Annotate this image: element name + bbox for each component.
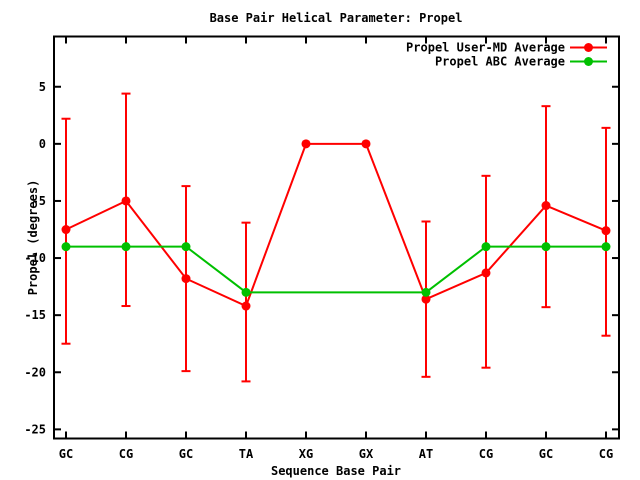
series-line xyxy=(65,142,607,308)
x-tick-label: GC xyxy=(59,447,73,461)
legend-marker xyxy=(584,57,593,66)
data-point xyxy=(121,196,131,206)
legend-entry: Propel User-MD Average xyxy=(406,41,607,55)
data-point xyxy=(241,287,251,297)
x-tick-label: GC xyxy=(179,447,193,461)
data-point xyxy=(181,274,191,284)
axis-ticks: GC CG GC TA XG GX AT CG GC CG 5 0 -5 -10 -15 -20 -25 xyxy=(24,36,619,461)
y-tick-label: -25 xyxy=(24,422,46,436)
x-tick-label: CG xyxy=(479,447,493,461)
series-propel-abc-average xyxy=(61,242,611,297)
data-point xyxy=(61,242,71,252)
x-tick-label: GX xyxy=(359,447,374,461)
data-point xyxy=(541,242,551,252)
x-tick-label: TA xyxy=(239,447,254,461)
x-tick-label: CG xyxy=(599,447,613,461)
x-tick-label: CG xyxy=(119,447,133,461)
x-tick-label: XG xyxy=(299,447,313,461)
legend-label: Propel User-MD Average xyxy=(406,41,565,55)
legend-entry: Propel ABC Average xyxy=(435,55,607,69)
data-point xyxy=(481,242,491,252)
y-tick-label: 0 xyxy=(39,137,46,151)
data-point xyxy=(541,201,551,211)
plot-border xyxy=(53,35,620,440)
data-point xyxy=(421,294,431,304)
x-tick-label: AT xyxy=(419,447,433,461)
chart-title: Base Pair Helical Parameter: Propel xyxy=(210,11,463,25)
data-point xyxy=(601,242,611,252)
x-tick-label: GC xyxy=(539,447,553,461)
y-tick-label: -15 xyxy=(24,308,46,322)
data-point xyxy=(301,139,311,149)
data-point xyxy=(61,225,71,235)
y-axis-label: Propel (degrees) xyxy=(26,180,40,296)
y-tick-label: -5 xyxy=(32,194,46,208)
legend-label: Propel ABC Average xyxy=(435,55,565,69)
y-tick-label: 5 xyxy=(39,80,46,94)
data-point xyxy=(421,287,431,297)
data-point xyxy=(361,139,371,149)
data-point xyxy=(121,242,131,252)
series-line xyxy=(66,245,606,294)
legend-marker xyxy=(584,43,593,52)
x-axis-label: Sequence Base Pair xyxy=(271,464,401,478)
y-tick-label: -20 xyxy=(24,365,46,379)
data-point xyxy=(181,242,191,252)
series-layer xyxy=(61,92,611,383)
data-point xyxy=(241,301,251,311)
series-propel-user-md-average xyxy=(61,92,611,383)
y-tick-label: -10 xyxy=(24,251,46,265)
data-point xyxy=(481,268,491,278)
data-point xyxy=(601,226,611,236)
